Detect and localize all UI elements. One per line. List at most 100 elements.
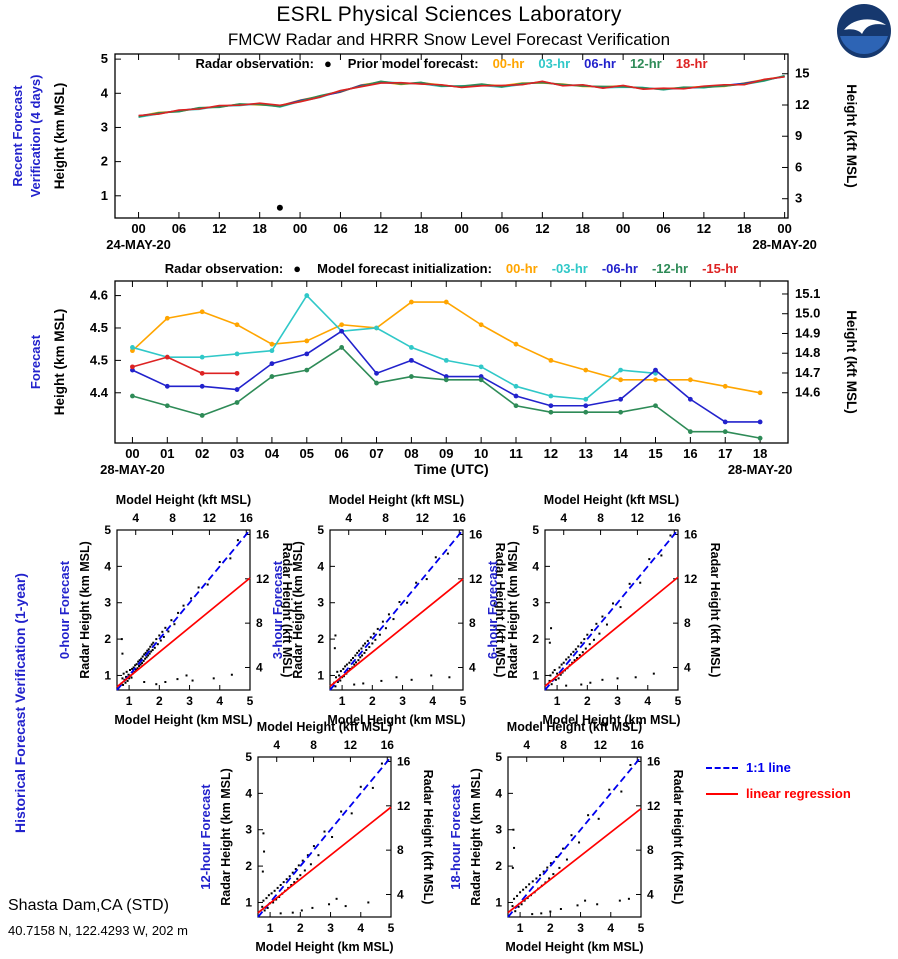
svg-text:12: 12	[647, 799, 661, 813]
svg-text:09: 09	[439, 446, 453, 461]
svg-text:18: 18	[737, 221, 751, 236]
svg-text:1: 1	[245, 895, 252, 909]
page-title: ESRL Physical Sciences Laboratory	[276, 3, 622, 26]
svg-text:06: 06	[495, 221, 509, 236]
y-axis-title: Radar Height (km MSL)	[219, 768, 233, 906]
svg-text:16: 16	[668, 511, 682, 525]
svg-text:1: 1	[267, 921, 274, 935]
svg-text:4: 4	[532, 559, 539, 573]
svg-text:00: 00	[293, 221, 307, 236]
station-name: Shasta Dam,CA (STD)	[8, 897, 169, 914]
svg-text:5: 5	[532, 523, 539, 537]
y-axis-title: Height (km MSL)	[52, 309, 67, 416]
right-axis-title: Radar Height (kft MSL)	[493, 543, 507, 678]
svg-text:12: 12	[544, 446, 558, 461]
svg-text:14.8: 14.8	[795, 345, 820, 360]
panel-side-label: 0-hour Forecast	[57, 560, 72, 659]
svg-text:3: 3	[532, 596, 539, 610]
series-03-hr	[138, 74, 785, 118]
svg-text:4: 4	[317, 559, 324, 573]
y-axis-title: Radar Height (km MSL)	[78, 541, 92, 679]
section-side-label: Forecast	[28, 334, 43, 389]
svg-text:16: 16	[397, 754, 411, 768]
svg-text:06: 06	[334, 446, 348, 461]
one-to-one-line	[257, 756, 392, 918]
scatter-legend: 1:1 line linear regression	[706, 760, 851, 812]
svg-text:15: 15	[648, 446, 662, 461]
plot-box	[329, 529, 464, 691]
svg-text:5: 5	[495, 750, 502, 764]
svg-text:4: 4	[132, 511, 139, 525]
date-left: 28-MAY-20	[100, 462, 165, 477]
svg-text:2: 2	[245, 859, 252, 873]
svg-text:14.9: 14.9	[795, 325, 820, 340]
svg-text:2: 2	[156, 694, 163, 708]
svg-text:3: 3	[245, 823, 252, 837]
section-side-label: Verification (4 days)	[28, 75, 43, 198]
svg-text:5: 5	[104, 523, 111, 537]
svg-text:06: 06	[656, 221, 670, 236]
svg-text:5: 5	[101, 51, 108, 66]
svg-text:4: 4	[101, 85, 109, 100]
svg-text:1: 1	[339, 694, 346, 708]
one-to-one-line-label: 1:1 line	[746, 760, 791, 775]
svg-text:16: 16	[684, 527, 698, 541]
svg-text:2: 2	[317, 632, 324, 646]
svg-text:8: 8	[469, 616, 476, 630]
svg-text:1: 1	[532, 668, 539, 682]
svg-text:3: 3	[327, 921, 334, 935]
svg-text:4: 4	[256, 660, 263, 674]
recent-verification-chart: 00 06 12 18 00 06 12 18 00 06 12 18 00 06 12 18 00123453…	[10, 51, 859, 252]
svg-text:12: 12	[469, 572, 483, 586]
svg-text:2: 2	[369, 694, 376, 708]
noaa-logo	[837, 4, 891, 58]
regression-line	[329, 578, 464, 687]
svg-text:9: 9	[795, 128, 802, 143]
svg-text:18: 18	[753, 446, 767, 461]
svg-text:2: 2	[547, 921, 554, 935]
svg-text:5: 5	[388, 921, 395, 935]
noaa-logo-seagull	[844, 19, 886, 34]
svg-text:4: 4	[644, 694, 651, 708]
svg-text:1: 1	[495, 895, 502, 909]
svg-text:13: 13	[579, 446, 593, 461]
svg-text:2: 2	[532, 632, 539, 646]
page-header: ESRL Physical Sciences Laboratory FMCW R…	[0, 3, 898, 50]
svg-text:15: 15	[795, 66, 809, 81]
svg-text:2: 2	[495, 859, 502, 873]
svg-text:1: 1	[317, 668, 324, 682]
svg-text:16: 16	[240, 511, 254, 525]
svg-text:01: 01	[160, 446, 174, 461]
station-info: Shasta Dam,CA (STD) 40.7158 N, 122.4293 …	[8, 897, 188, 938]
top-axis-title: Model Height (kft MSL)	[507, 720, 642, 734]
x-axis-title: Model Height (km MSL)	[327, 713, 465, 727]
plot-box	[257, 756, 392, 918]
svg-text:15.1: 15.1	[795, 286, 820, 301]
regression-line	[257, 806, 392, 914]
panel-side-label: 12-hour Forecast	[198, 784, 213, 890]
svg-text:4.5: 4.5	[90, 352, 108, 367]
chart-legend: Radar observation: ● Model forecast initia…	[165, 261, 738, 276]
section-side-label: Recent Forecast	[10, 85, 25, 187]
svg-text:1: 1	[126, 694, 133, 708]
top-axis-title: Model Height (kft MSL)	[257, 720, 392, 734]
svg-text:4: 4	[429, 694, 436, 708]
scatter-points	[333, 552, 451, 688]
right-axis-title: Radar Height (kft MSL)	[671, 770, 685, 905]
x-axis-title: Model Height (km MSL)	[114, 713, 252, 727]
svg-text:1: 1	[101, 188, 108, 203]
x-axis-title: Model Height (km MSL)	[542, 713, 680, 727]
svg-text:8: 8	[256, 616, 263, 630]
svg-text:1: 1	[554, 694, 561, 708]
svg-text:4: 4	[647, 887, 654, 901]
svg-text:12: 12	[397, 799, 411, 813]
date-right: 28-MAY-20	[728, 462, 793, 477]
svg-text:4: 4	[469, 660, 476, 674]
svg-text:12: 12	[256, 572, 270, 586]
svg-text:4.4: 4.4	[90, 385, 109, 400]
svg-text:17: 17	[718, 446, 732, 461]
svg-text:4: 4	[560, 511, 567, 525]
